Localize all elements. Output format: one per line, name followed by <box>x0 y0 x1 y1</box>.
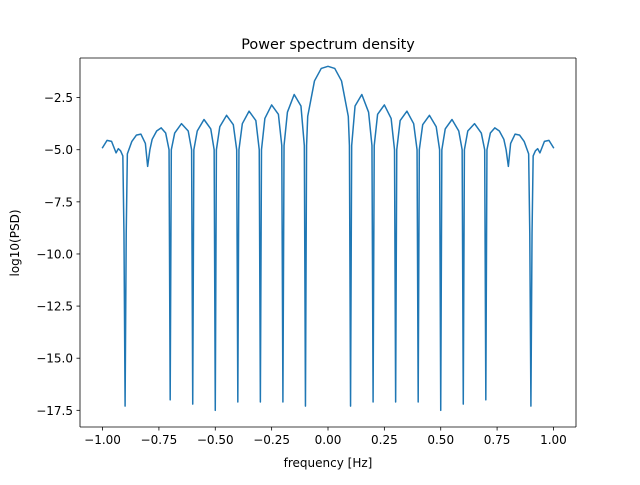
x-tick-label: −0.75 <box>141 433 178 447</box>
y-axis-label: log10(PSD) <box>8 209 22 276</box>
series-line-0 <box>101 65 555 412</box>
y-axis-ticks: −2.5 −5.0 −7.5 −10.0 −12.5 −15.0 −17.5 <box>36 91 80 418</box>
x-tick-label: −1.00 <box>84 433 121 447</box>
y-tick-label: −2.5 <box>44 91 73 105</box>
plot-area <box>80 58 576 427</box>
x-axis-label: frequency [Hz] <box>284 456 373 470</box>
y-tick-label: −15.0 <box>36 352 73 366</box>
x-axis-ticks: −1.00 −0.75 −0.50 −0.25 0.00 0.25 0.50 0.75 1.00 <box>84 427 567 447</box>
y-tick-label: −10.0 <box>36 247 73 261</box>
y-tick-label: −17.5 <box>36 404 73 418</box>
x-tick-label: 0.50 <box>427 433 454 447</box>
x-tick-label: 0.00 <box>315 433 342 447</box>
series-layer <box>101 65 555 412</box>
chart-title: Power spectrum density <box>241 37 415 53</box>
x-tick-label: 1.00 <box>540 433 567 447</box>
x-tick-label: −0.25 <box>253 433 290 447</box>
y-tick-label: −7.5 <box>44 195 73 209</box>
y-tick-label: −12.5 <box>36 300 73 314</box>
x-tick-label: 0.25 <box>371 433 398 447</box>
x-tick-label: 0.75 <box>484 433 511 447</box>
x-tick-label: −0.50 <box>197 433 234 447</box>
y-tick-label: −5.0 <box>44 143 73 157</box>
